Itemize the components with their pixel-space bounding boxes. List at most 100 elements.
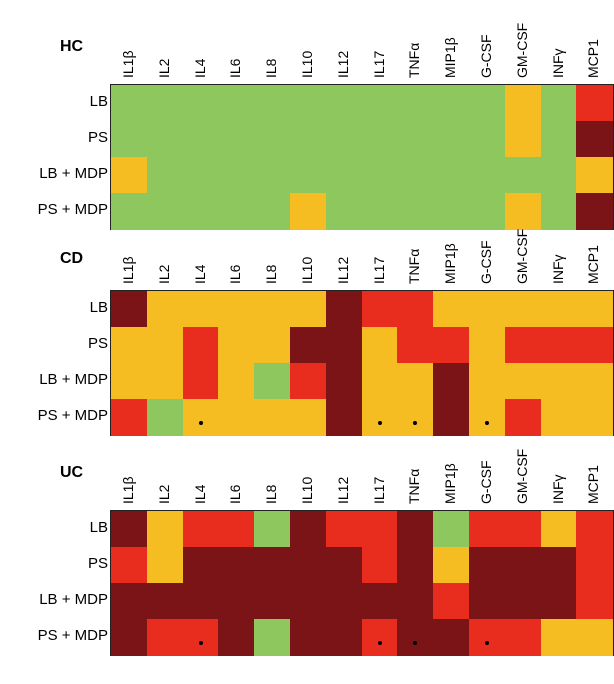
cd-heatmap-cell	[433, 363, 470, 400]
uc-heatmap-cell	[469, 619, 506, 656]
cd-heatmap-cell	[433, 399, 470, 436]
uc-heatmap-cell	[111, 583, 148, 620]
cd-heatmap-cell	[218, 363, 255, 400]
cd-heatmap-cell	[290, 363, 327, 400]
uc-significance-dot	[377, 641, 382, 645]
uc-heatmap-cell	[146, 583, 184, 620]
cd-heatmap-cell	[111, 291, 148, 328]
uc-heatmap-cell	[218, 511, 255, 548]
cd-column-label: IL12	[334, 256, 351, 284]
uc-column-label: IL2	[155, 484, 172, 504]
hc-heatmap-cell	[469, 193, 506, 230]
hc-heatmap-cell	[397, 85, 434, 122]
hc-heatmap-cell	[504, 121, 542, 158]
cd-heatmap-cell	[254, 327, 291, 364]
cd-heatmap-cell	[182, 399, 219, 436]
uc-heatmap-cell	[576, 583, 613, 620]
cd-column-label: G-CSF	[477, 240, 494, 284]
uc-heatmap-cell	[469, 547, 506, 584]
uc-heatmap-cell	[254, 511, 291, 548]
cd-significance-dot	[377, 421, 382, 425]
hc-heatmap-cell	[218, 193, 255, 230]
hc-heatmap-cell	[469, 121, 506, 158]
uc-heatmap-cell	[504, 547, 542, 584]
uc-significance-dot	[413, 641, 418, 645]
uc-heatmap-cell	[504, 511, 542, 548]
hc-heatmap-cell	[576, 85, 613, 122]
uc-heatmap-cell	[433, 511, 470, 548]
cd-row-label: LB	[89, 299, 108, 316]
cd-column-label: IL8	[263, 264, 280, 284]
uc-row-label: LB + MDP	[39, 591, 108, 608]
cd-heatmap-cell	[254, 363, 291, 400]
hc-heatmap-cell	[111, 193, 148, 230]
uc-heatmap-cell	[111, 619, 148, 656]
hc-row-label: LB	[89, 93, 108, 110]
uc-heatmap-cell	[540, 511, 577, 548]
hc-column-label: IL4	[191, 58, 208, 78]
hc-column-label: IL12	[334, 50, 351, 78]
cd-heatmap-cell	[361, 363, 398, 400]
uc-row-label: LB	[89, 519, 108, 536]
hc-heatmap-cell	[182, 85, 219, 122]
hc-heatmap-cell	[290, 157, 327, 194]
uc-heatmap-cell	[254, 547, 291, 584]
hc-heatmap-cell	[433, 157, 470, 194]
hc-heatmap-cell	[182, 157, 219, 194]
uc-heatmap-cell	[290, 619, 327, 656]
hc-heatmap-cell	[254, 85, 291, 122]
cd-heatmap-cell	[540, 399, 577, 436]
hc-column-label: IL6	[227, 58, 244, 78]
hc-heatmap-cell	[504, 157, 542, 194]
uc-heatmap-cell	[218, 547, 255, 584]
cd-column-label: INFγ	[549, 254, 566, 284]
hc-heatmap-cell	[146, 193, 184, 230]
uc-heatmap-cell	[361, 547, 398, 584]
cd-heatmap-cell	[433, 327, 470, 364]
hc-row-label: PS	[87, 129, 108, 146]
uc-column-label: IL4	[191, 484, 208, 504]
uc-heatmap-cell	[325, 619, 363, 656]
hc-heatmap-cell	[397, 193, 434, 230]
hc-heatmap-cell	[540, 85, 577, 122]
cd-heatmap-cell	[361, 291, 398, 328]
uc-column-label: IL17	[370, 476, 387, 504]
hc-column-label: MCP1	[585, 39, 602, 78]
cd-heatmap-cell	[504, 399, 542, 436]
uc-heatmap-cell	[146, 619, 184, 656]
uc-heatmap-cell	[290, 547, 327, 584]
hc-heatmap-cell	[469, 85, 506, 122]
hc-heatmap-cell	[540, 121, 577, 158]
hc-heatmap-cell	[397, 157, 434, 194]
uc-heatmap-cell	[146, 511, 184, 548]
hc-column-label: IL1β	[119, 50, 136, 78]
uc-heatmap-cell	[290, 583, 327, 620]
cd-heatmap-cell	[182, 327, 219, 364]
uc-heatmap-cell	[111, 511, 148, 548]
hc-column-label: TNFα	[406, 42, 423, 78]
uc-heatmap-cell	[433, 547, 470, 584]
uc-row-label: PS + MDP	[37, 627, 108, 644]
cd-heatmap-cell	[290, 399, 327, 436]
hc-column-label: IL10	[298, 50, 315, 78]
hc-column-label: GM-CSF	[513, 22, 530, 78]
uc-heatmap-cell	[182, 619, 219, 656]
hc-heatmap-cell	[218, 85, 255, 122]
cd-column-label: IL17	[370, 256, 387, 284]
uc-heatmap-cell	[111, 547, 148, 584]
uc-heatmap-cell	[325, 511, 363, 548]
uc-column-label: GM-CSF	[513, 448, 530, 504]
cd-heatmap-cell	[433, 291, 470, 328]
uc-column-label: MCP1	[585, 465, 602, 504]
hc-heatmap-cell	[182, 121, 219, 158]
hc-panel-title: HC	[60, 38, 84, 55]
uc-heatmap-cell	[218, 619, 255, 656]
cd-heatmap-cell	[146, 291, 184, 328]
hc-row-label: LB + MDP	[39, 165, 108, 182]
cd-column-label: IL10	[298, 256, 315, 284]
cd-column-label: GM-CSF	[513, 228, 530, 284]
uc-significance-dot	[484, 641, 489, 645]
cd-significance-dot	[198, 421, 203, 425]
uc-column-label: TNFα	[406, 468, 423, 504]
hc-heatmap-cell	[254, 157, 291, 194]
